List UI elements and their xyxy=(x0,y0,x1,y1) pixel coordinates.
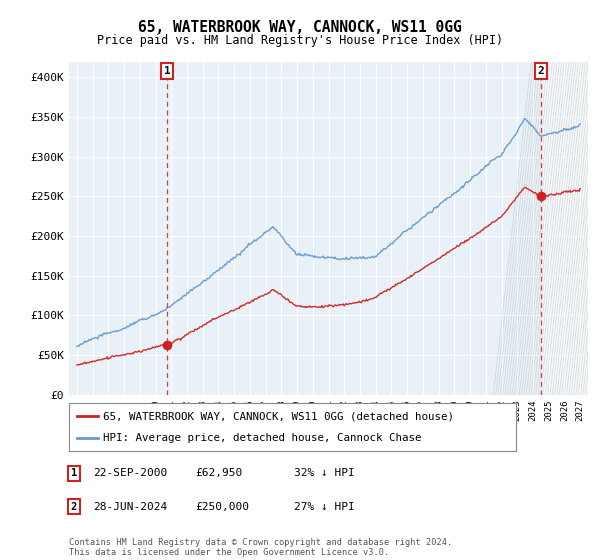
Text: 65, WATERBROOK WAY, CANNOCK, WS11 0GG (detached house): 65, WATERBROOK WAY, CANNOCK, WS11 0GG (d… xyxy=(103,411,454,421)
Text: £250,000: £250,000 xyxy=(195,502,249,512)
Text: Price paid vs. HM Land Registry's House Price Index (HPI): Price paid vs. HM Land Registry's House … xyxy=(97,34,503,46)
Text: 27% ↓ HPI: 27% ↓ HPI xyxy=(294,502,355,512)
Text: 28-JUN-2024: 28-JUN-2024 xyxy=(93,502,167,512)
Text: 32% ↓ HPI: 32% ↓ HPI xyxy=(294,468,355,478)
Text: Contains HM Land Registry data © Crown copyright and database right 2024.
This d: Contains HM Land Registry data © Crown c… xyxy=(69,538,452,557)
Text: 2: 2 xyxy=(71,502,77,512)
Text: HPI: Average price, detached house, Cannock Chase: HPI: Average price, detached house, Cann… xyxy=(103,433,421,443)
Text: 2: 2 xyxy=(537,66,544,76)
Text: 22-SEP-2000: 22-SEP-2000 xyxy=(93,468,167,478)
Text: 1: 1 xyxy=(164,66,170,76)
Text: 1: 1 xyxy=(71,468,77,478)
Text: £62,950: £62,950 xyxy=(195,468,242,478)
Text: 65, WATERBROOK WAY, CANNOCK, WS11 0GG: 65, WATERBROOK WAY, CANNOCK, WS11 0GG xyxy=(138,20,462,35)
